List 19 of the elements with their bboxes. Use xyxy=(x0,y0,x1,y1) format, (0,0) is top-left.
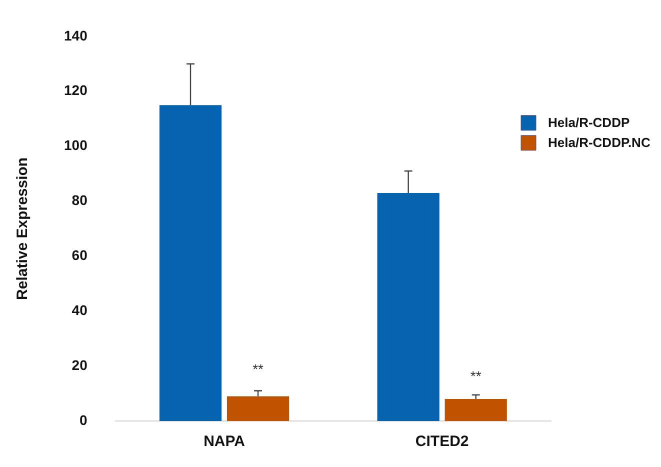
bar xyxy=(226,396,290,421)
x-tick-label: NAPA xyxy=(204,433,246,450)
x-tick-label: CITED2 xyxy=(415,433,469,450)
y-axis-title: Relative Expression xyxy=(14,157,32,300)
y-tick-label: 60 xyxy=(72,247,88,264)
annotation: ** xyxy=(470,368,482,384)
y-tick-label: 80 xyxy=(72,192,88,208)
legend-label: Hela/R-CDDP xyxy=(548,114,630,130)
annotation: ** xyxy=(252,361,264,378)
y-tick-label: 100 xyxy=(64,137,88,154)
y-tick-label: 0 xyxy=(80,412,88,428)
y-tick-label: 140 xyxy=(64,27,88,44)
y-tick-label: 40 xyxy=(72,302,88,318)
y-tick-label: 120 xyxy=(64,82,88,98)
y-tick-label: 20 xyxy=(72,356,88,373)
bar xyxy=(377,192,440,421)
bar xyxy=(159,105,222,421)
bar xyxy=(444,399,507,421)
legend-label: Hela/R-CDDP.NC xyxy=(548,134,651,150)
